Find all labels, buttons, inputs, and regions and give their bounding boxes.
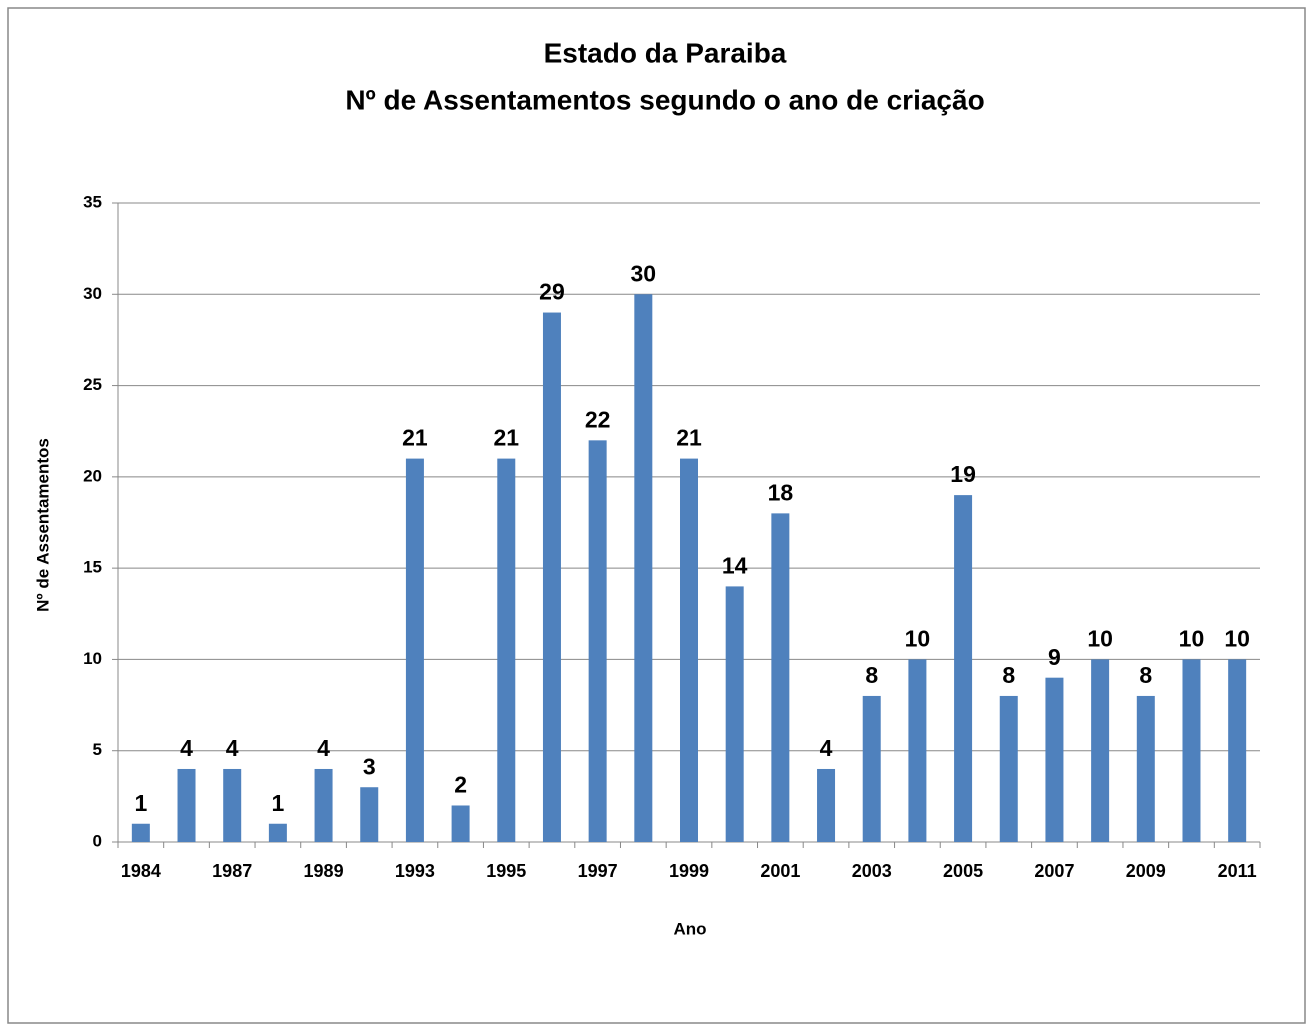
- x-tick-label: 2001: [760, 861, 800, 881]
- bar: [405, 458, 424, 842]
- data-label: 8: [1139, 662, 1152, 688]
- y-tick-label: 15: [83, 558, 102, 577]
- bar: [999, 695, 1018, 842]
- chart-title: Estado da Paraiba: [544, 37, 787, 68]
- bar: [954, 495, 973, 842]
- data-label: 21: [493, 425, 519, 451]
- y-tick-label: 30: [83, 284, 102, 303]
- y-tick-label: 5: [93, 740, 102, 759]
- x-tick-label: 2007: [1034, 861, 1074, 881]
- x-tick-label: 2003: [852, 861, 892, 881]
- data-label: 18: [768, 479, 794, 505]
- data-label: 30: [631, 260, 657, 286]
- bar: [862, 695, 881, 842]
- y-tick-label: 10: [83, 649, 102, 668]
- data-label: 9: [1048, 644, 1061, 670]
- data-label: 2: [454, 772, 467, 798]
- x-tick-label: 1999: [669, 861, 709, 881]
- bar: [314, 768, 333, 842]
- bar: [497, 458, 516, 842]
- data-label: 1: [271, 790, 284, 816]
- data-label: 29: [539, 279, 565, 305]
- data-label: 4: [317, 735, 330, 761]
- bar: [1182, 659, 1201, 842]
- y-axis-label: Nº de Assentamentos: [33, 438, 52, 612]
- data-label: 22: [585, 406, 611, 432]
- y-tick-label: 0: [93, 831, 102, 850]
- bar: [588, 440, 607, 842]
- data-label: 1: [134, 790, 147, 816]
- x-tick-label: 1987: [212, 861, 252, 881]
- x-tick-label: 1984: [121, 861, 161, 881]
- data-label: 10: [1179, 626, 1205, 652]
- bar: [1228, 659, 1247, 842]
- bar: [680, 458, 698, 842]
- bar: [177, 768, 196, 842]
- bar: [131, 823, 150, 842]
- data-label: 10: [1087, 626, 1113, 652]
- data-label: 21: [676, 425, 702, 451]
- x-axis-label: Ano: [673, 919, 706, 938]
- x-tick-label: 2005: [943, 861, 983, 881]
- data-label: 8: [1002, 662, 1015, 688]
- x-tick-label: 2009: [1126, 861, 1166, 881]
- bar: [223, 768, 242, 842]
- data-label: 4: [226, 735, 239, 761]
- data-label: 14: [722, 552, 748, 578]
- bar: [1091, 659, 1110, 842]
- data-label: 10: [905, 626, 931, 652]
- bar: [725, 586, 744, 842]
- bar: [451, 805, 470, 842]
- data-label: 19: [950, 461, 976, 487]
- x-tick-label: 1989: [304, 861, 344, 881]
- y-tick-label: 20: [83, 466, 102, 485]
- chart-border: [7, 7, 1306, 1024]
- bar: [542, 312, 561, 842]
- y-tick-label: 25: [83, 375, 102, 394]
- data-label: 4: [180, 735, 193, 761]
- data-label: 8: [865, 662, 878, 688]
- data-label: 21: [402, 425, 428, 451]
- x-tick-label: 1993: [395, 861, 435, 881]
- chart-subtitle: Nº de Assentamentos segundo o ano de cri…: [345, 84, 984, 115]
- bar: [817, 768, 836, 842]
- data-label: 3: [363, 753, 376, 779]
- x-tick-label: 1995: [486, 861, 526, 881]
- x-tick-label: 2011: [1218, 861, 1257, 881]
- bar: [268, 823, 287, 842]
- x-tick-label: 1997: [578, 861, 618, 881]
- data-label: 4: [820, 735, 833, 761]
- bar: [771, 513, 790, 842]
- bar: [634, 294, 653, 842]
- bar: [360, 787, 379, 842]
- bar: [1045, 677, 1064, 842]
- bar: [1136, 695, 1155, 842]
- y-tick-label: 35: [83, 192, 102, 211]
- data-label: 10: [1224, 626, 1250, 652]
- bar: [908, 659, 927, 842]
